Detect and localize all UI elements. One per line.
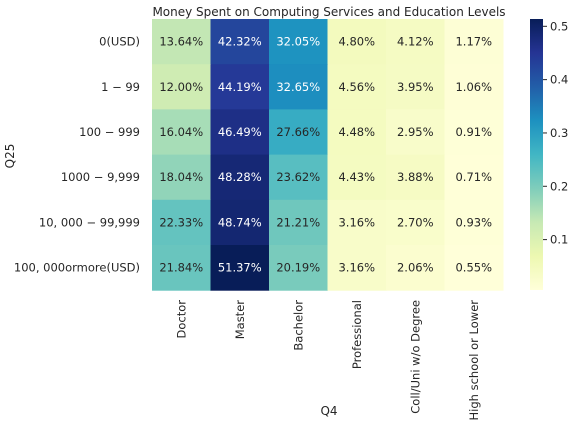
cell-value-label: 2.06% [397,261,434,275]
cell-value-label: 12.00% [159,80,203,94]
y-tick-label: 10, 000 − 99,999 [39,215,140,229]
colorbar-tick-label: 0.2 [550,179,568,193]
cell-value-label: 13.64% [159,35,203,49]
heatmap-cell [327,199,387,246]
cell-value-label: 3.16% [338,215,375,229]
colorbar-tick-label: 0.1 [550,233,568,247]
colorbar [530,19,543,290]
heatmap-cell [152,199,211,246]
y-tick-label: 1 − 99 [101,80,140,94]
heatmap-cell [152,154,211,201]
x-tick-label: High school or Lower [467,300,481,421]
heatmap-cell [210,199,270,246]
cell-value-label: 4.48% [338,125,375,139]
y-tick-label: 1000 − 9,999 [61,170,140,184]
heatmap-cell [269,19,328,65]
cell-value-label: 0.93% [455,215,492,229]
heatmap-cell [444,199,504,246]
heatmap-cell [386,154,445,201]
cell-value-label: 4.80% [338,35,375,49]
colorbar-tick-label: 0.3 [550,126,568,140]
heatmap-cell [327,154,387,201]
heatmap-cell [152,109,211,156]
heatmap-cell [152,19,211,65]
cell-value-label: 42.32% [218,35,262,49]
y-axis-label: Q25 [3,144,17,169]
cell-value-label: 0.71% [455,170,492,184]
heatmap-cell [210,245,270,291]
x-tick-label: Doctor [174,300,188,339]
heatmap-cell [210,154,270,201]
colorbar-ticks: 0.1 0.2 0.3 0.4 0.5 [543,19,568,247]
cell-value-label: 0.91% [455,125,492,139]
y-tick-labels: 0(USD) 1 − 99 100 − 999 1000 − 9,999 10, 000… [14,35,140,275]
heatmap-cell [386,109,445,156]
cell-value-label: 2.70% [397,215,434,229]
cell-value-label: 51.37% [218,261,262,275]
cell-value-label: 2.95% [397,125,434,139]
heatmap-cell [444,245,504,291]
x-tick-labels: Doctor Master Bachelor Professional Coll/Uni… [174,300,481,421]
cell-value-label: 48.74% [218,215,262,229]
heatmap-cell [444,64,504,110]
chart-title: Money Spent on Computing Services and Ed… [152,5,505,19]
heatmap-cell [386,64,445,110]
cell-value-label: 32.65% [276,80,320,94]
x-tick-label: Master [233,300,247,340]
cell-value-label: 20.19% [276,261,320,275]
x-tick-label: Coll/Uni w/o Degree [408,300,422,414]
cell-value-label: 32.05% [276,35,320,49]
cell-value-label: 4.56% [338,80,375,94]
cell-value-label: 21.84% [159,261,203,275]
heatmap-cell [444,109,504,156]
cell-value-label: 23.62% [276,170,320,184]
heatmap-cell [152,64,211,110]
heatmap-cell [327,245,387,291]
heatmap-cells: 13.64% 42.32% 32.05% 4.80% 4.12% 1.17% 12.00% 4… [152,19,504,291]
cell-value-label: 16.04% [159,125,203,139]
x-axis-label: Q4 [320,404,337,418]
heatmap-cell [327,64,387,110]
heatmap-cell [386,19,445,65]
cell-value-label: 1.06% [455,80,492,94]
heatmap-cell [327,19,387,65]
cell-value-label: 48.28% [218,170,262,184]
heatmap-cell [269,199,328,246]
colorbar-tick-label: 0.4 [550,73,568,87]
heatmap-cell [210,109,270,156]
cell-value-label: 46.49% [218,125,262,139]
heatmap-cell [269,154,328,201]
cell-value-label: 27.66% [276,125,320,139]
cell-value-label: 3.88% [397,170,434,184]
y-tick-label: 100 − 999 [79,125,140,139]
heatmap-cell [386,199,445,246]
heatmap-cell [327,109,387,156]
heatmap-cell [269,245,328,291]
heatmap-cell [386,245,445,291]
cell-value-label: 44.19% [218,80,262,94]
x-tick-label: Bachelor [291,300,305,351]
cell-value-label: 3.95% [397,80,434,94]
y-tick-label: 0(USD) [99,35,140,49]
heatmap-cell [210,64,270,110]
heatmap-cell [444,19,504,65]
x-tick-label: Professional [350,300,364,369]
cell-value-label: 3.16% [338,261,375,275]
heatmap-cell [269,64,328,110]
y-tick-label: 100, 000ormore(USD) [14,261,140,275]
cell-value-label: 18.04% [159,170,203,184]
cell-value-label: 0.55% [455,261,492,275]
heatmap-cell [210,19,270,65]
heatmap-cell [269,109,328,156]
colorbar-tick-label: 0.5 [550,19,568,33]
heatmap-cell [152,245,211,291]
cell-value-label: 21.21% [276,215,320,229]
cell-value-label: 4.12% [397,35,434,49]
cell-value-label: 22.33% [159,215,203,229]
heatmap-cell [444,154,504,201]
cell-value-label: 1.17% [455,35,492,49]
cell-value-label: 4.43% [338,170,375,184]
